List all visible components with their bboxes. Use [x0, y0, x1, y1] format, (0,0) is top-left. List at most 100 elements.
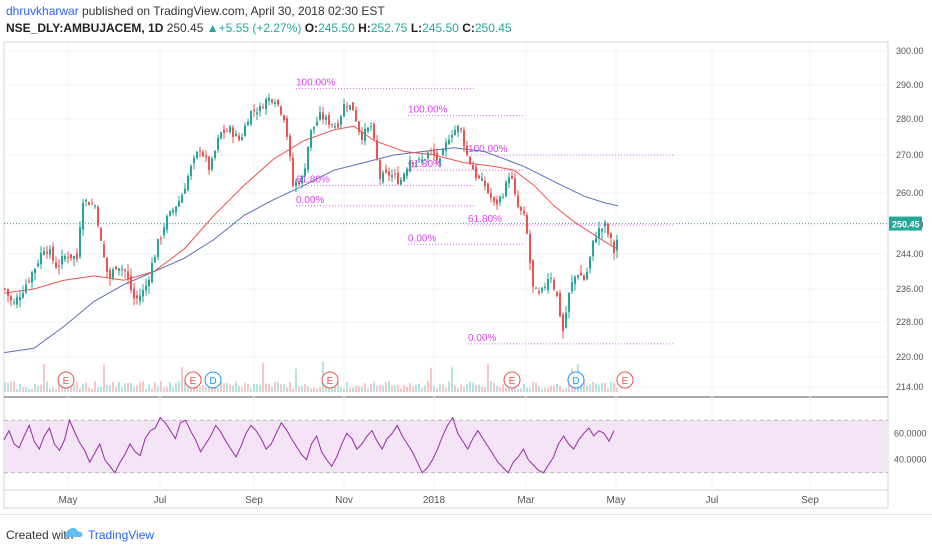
volume-bar	[535, 382, 537, 392]
volume-bar	[187, 384, 189, 392]
candle-body	[427, 152, 429, 159]
event-marker-label: E	[327, 376, 334, 387]
candle-body	[280, 106, 282, 115]
volume-bar	[517, 388, 519, 392]
volume-bar	[601, 382, 603, 392]
volume-bar	[604, 382, 606, 392]
symbol-label[interactable]: NSE_DLY:AMBUJACEM, 1D	[6, 21, 164, 35]
volume-bar	[280, 384, 282, 392]
candle-body	[448, 139, 450, 145]
candle-body	[295, 182, 297, 187]
earnings-marker[interactable]: E	[616, 371, 634, 389]
volume-bar	[31, 388, 33, 392]
candle-body	[520, 206, 522, 211]
volume-bar	[430, 367, 432, 392]
candle-body	[376, 140, 378, 159]
volume-bar	[385, 382, 387, 392]
volume-bar	[616, 387, 618, 392]
author-link[interactable]: dhruvkharwar	[6, 4, 79, 18]
volume-bar	[433, 385, 435, 392]
candle-body	[616, 239, 618, 251]
candle-body	[487, 183, 489, 193]
volume-bar	[157, 386, 159, 392]
candle-body	[190, 165, 192, 176]
candle-body	[358, 121, 360, 132]
y-tick-label: 260.00	[896, 188, 924, 198]
candle-body	[223, 129, 225, 134]
event-marker-circle	[503, 371, 521, 389]
candle-body	[184, 188, 186, 194]
candle-body	[406, 168, 408, 176]
volume-bar	[4, 382, 6, 392]
price-chart[interactable]: 100.00% 61.80% 0.00% 100.00% 61.80% 0.00% 100.…	[0, 0, 932, 514]
volume-bar	[175, 382, 177, 392]
candle-body	[490, 193, 492, 199]
candle-body	[130, 275, 132, 291]
volume-bar	[97, 387, 99, 392]
y-tick-label: 228.00	[896, 317, 924, 327]
candle-body	[121, 268, 123, 270]
candle-body	[85, 199, 87, 202]
candle-body	[61, 256, 63, 265]
rsi-tick-label: 40.0000	[894, 455, 927, 465]
earnings-marker[interactable]: E	[321, 371, 339, 389]
volume-bar	[412, 386, 414, 392]
dividend-marker[interactable]: D	[567, 371, 585, 389]
candle-body	[103, 244, 105, 258]
volume-bar	[133, 387, 135, 392]
candle-body	[205, 155, 207, 158]
volume-bar	[148, 384, 150, 392]
candle-body	[7, 289, 9, 296]
volume-bar	[529, 388, 531, 392]
candle-body	[526, 214, 528, 234]
volume-bar	[301, 385, 303, 392]
volume-bar	[340, 387, 342, 392]
candle-body	[31, 272, 33, 283]
earnings-marker[interactable]: E	[503, 371, 521, 389]
volume-bar	[334, 383, 336, 392]
dividend-marker[interactable]: D	[204, 371, 222, 389]
event-marker-label: E	[63, 376, 70, 387]
candle-body	[265, 98, 267, 110]
volume-bar	[538, 385, 540, 392]
candle-body	[199, 150, 201, 152]
earnings-marker[interactable]: E	[184, 371, 202, 389]
volume-bar	[592, 382, 594, 392]
volume-bar	[82, 384, 84, 392]
low-value: 245.50	[422, 21, 459, 35]
fib-level-label: 61.80%	[468, 214, 502, 225]
candle-body	[175, 206, 177, 213]
volume-bar	[403, 384, 405, 392]
volume-bar	[397, 384, 399, 392]
candle-body	[142, 289, 144, 297]
rsi-line	[3, 416, 615, 474]
volume-bar	[427, 381, 429, 392]
candle-body	[568, 292, 570, 312]
volume-bar	[355, 385, 357, 392]
volume-bar	[22, 387, 24, 392]
volume-bar	[304, 384, 306, 392]
candle-body	[163, 227, 165, 236]
candle-body	[421, 159, 423, 162]
price-change: +5.55 (+2.27%)	[218, 21, 302, 35]
candle-body	[22, 292, 24, 298]
candle-body	[604, 222, 606, 227]
earnings-marker[interactable]: E	[57, 371, 75, 389]
volume-bar	[193, 388, 195, 392]
volume-bar	[52, 387, 54, 392]
candle-body	[364, 128, 366, 142]
volume-bar	[199, 387, 201, 392]
volume-bar	[274, 382, 276, 392]
candle-body	[463, 129, 465, 146]
candle-body	[136, 295, 138, 299]
candle-body	[247, 121, 249, 126]
event-marker-circle	[57, 371, 75, 389]
candle-body	[292, 157, 294, 186]
footer: Created with TradingView	[0, 514, 932, 551]
volume-bar	[580, 382, 582, 392]
candle-body	[271, 99, 273, 103]
tradingview-link[interactable]: TradingView	[88, 528, 155, 542]
candle-body	[310, 129, 312, 148]
volume-bar	[466, 384, 468, 392]
volume-bar	[139, 382, 141, 392]
